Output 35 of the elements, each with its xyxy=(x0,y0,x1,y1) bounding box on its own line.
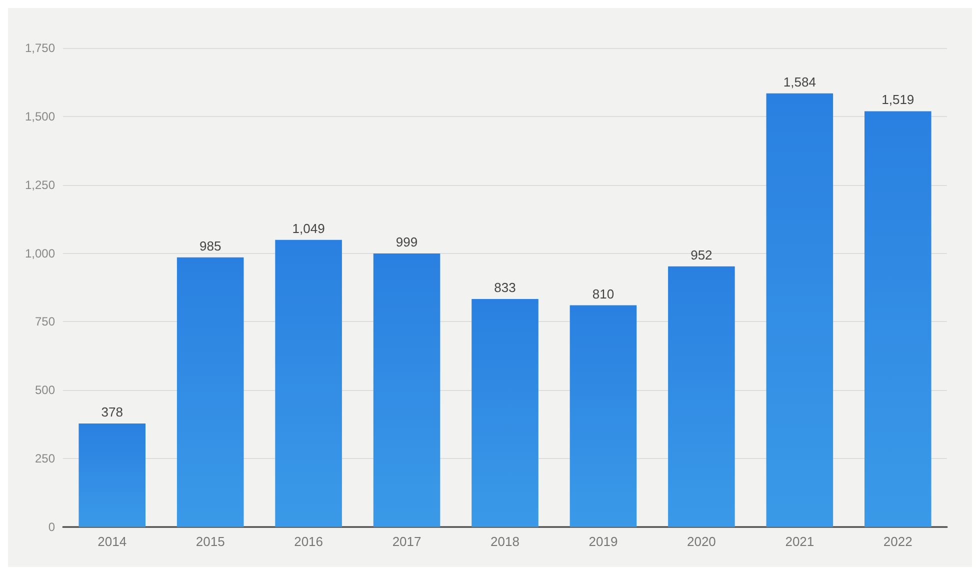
data-label: 999 xyxy=(396,234,418,250)
x-tick-label: 2014 xyxy=(98,534,127,549)
x-tick-label: 2019 xyxy=(588,534,618,549)
x-tick-label: 2018 xyxy=(490,534,520,549)
y-tick-label: 1,500 xyxy=(24,109,56,124)
y-tick-label: 500 xyxy=(34,383,56,398)
x-tick-label: 2015 xyxy=(196,534,225,549)
y-tick-label: 250 xyxy=(34,452,56,466)
x-tick-label: 2016 xyxy=(294,534,324,549)
bar xyxy=(864,111,932,527)
data-label: 833 xyxy=(494,280,516,295)
data-label: 1,049 xyxy=(292,220,325,236)
x-tick-label: 2020 xyxy=(686,534,716,549)
y-tick-label: 1,000 xyxy=(24,246,56,260)
bar xyxy=(668,266,735,527)
data-label: 1,519 xyxy=(882,92,914,108)
data-label: 985 xyxy=(199,238,222,254)
x-tick-label: 2021 xyxy=(785,534,814,549)
bar xyxy=(472,298,538,527)
y-tick-label: 750 xyxy=(34,314,56,329)
bar xyxy=(176,257,244,527)
data-label: 378 xyxy=(101,404,123,420)
y-tick-label: 1,750 xyxy=(24,41,56,55)
x-tick-label: 2022 xyxy=(883,534,912,549)
x-tick-label: 2017 xyxy=(392,534,422,549)
bar xyxy=(766,93,834,527)
bar xyxy=(570,305,637,527)
y-tick-label: 1,250 xyxy=(24,178,56,192)
bar xyxy=(275,240,342,527)
data-label: 810 xyxy=(592,286,614,302)
bar xyxy=(373,254,440,527)
bar xyxy=(78,424,146,527)
data-label: 1,584 xyxy=(783,74,816,90)
data-label: 952 xyxy=(690,247,712,262)
y-tick-label: 0 xyxy=(48,520,56,534)
